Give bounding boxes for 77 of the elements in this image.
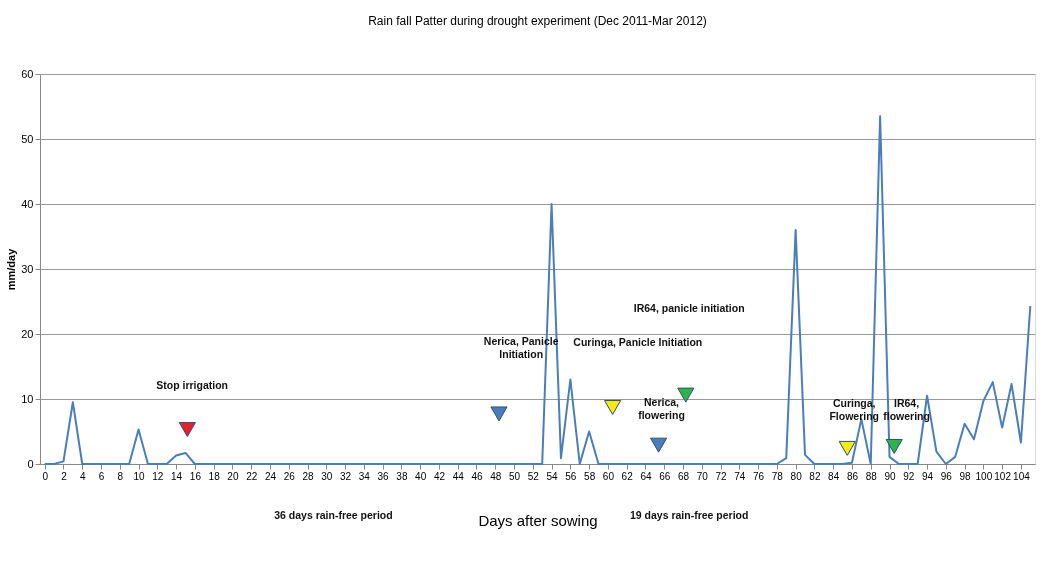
x-tick-label: 28	[302, 470, 315, 482]
x-tick-label: 88	[865, 470, 878, 482]
x-tick-label: 90	[884, 470, 896, 482]
x-tick-label: 4	[79, 470, 86, 482]
x-tick-label: 60	[602, 470, 615, 482]
text: 36 days rain-free period	[274, 508, 393, 521]
point	[178, 422, 196, 438]
x-tick-label: 20	[227, 470, 239, 482]
x-tick-label: 12	[152, 470, 164, 482]
x-tick-label: 48	[490, 470, 502, 482]
x-tick-label: 26	[283, 470, 296, 482]
x-tick-label: 34	[358, 470, 371, 482]
text: 19 days rain-free period	[629, 508, 749, 521]
x-tick-label: 22	[246, 470, 258, 482]
x-tick-label: 50	[508, 470, 521, 482]
x-tick-label: 104	[1013, 470, 1031, 482]
y-tick-label: 30	[21, 262, 34, 275]
point	[604, 399, 622, 415]
annotation: Nerica, flowering	[638, 396, 685, 421]
x-tick-label: 102	[994, 470, 1012, 482]
x-tick-label: 94	[921, 470, 934, 482]
annotation: Curinga, Panicle Initiation	[573, 336, 703, 349]
y-tick-label: 60	[21, 67, 34, 80]
x-tick-label: 78	[771, 470, 784, 482]
x-tick-label: 8	[117, 470, 124, 482]
x-tick-label: 92	[903, 470, 915, 482]
y-tick-label: 50	[21, 132, 34, 145]
y-tick-label: 0	[27, 457, 34, 470]
x-tick-label: 44	[452, 470, 465, 482]
line-series	[43, 115, 1032, 465]
x-tick-label: 68	[677, 470, 690, 482]
annotation: Stop irrigation	[156, 379, 229, 392]
x-tick-label: 56	[565, 470, 577, 482]
x-tick-label: 0	[42, 470, 49, 482]
x-tick-label: 82	[809, 470, 821, 482]
point	[677, 387, 695, 403]
x-axis-title: Days after sowing	[478, 511, 598, 529]
y-tick-label: 10	[21, 392, 34, 405]
x-tick-label: 80	[790, 470, 803, 482]
point	[885, 438, 903, 454]
x-tick-label: 46	[471, 470, 483, 482]
x-tick-label: 38	[396, 470, 408, 482]
x-tick-label: 30	[321, 470, 333, 482]
y-tick-label: 20	[21, 327, 34, 340]
chart-title: Rain fall Patter during drought experiment (Dec 2011-Mar 2012)	[368, 14, 707, 28]
x-tick-label: 98	[959, 470, 972, 482]
x-tick-label: 2	[61, 470, 68, 482]
x-tick-label: 32	[340, 470, 352, 482]
x-tick-label: 24	[264, 470, 277, 482]
x-tick-label: 62	[621, 470, 634, 482]
x-tick-label: 52	[527, 470, 540, 482]
x-tick-label: 72	[715, 470, 728, 482]
x-tick-label: 14	[171, 470, 183, 482]
x-tick-label: 40	[415, 470, 427, 482]
x-tick-label: 76	[753, 470, 765, 482]
point	[490, 406, 508, 422]
point	[838, 440, 856, 456]
x-tick-label: 6	[98, 470, 105, 482]
x-tick-label: 10	[133, 470, 146, 482]
x-tick-label: 54	[546, 470, 559, 482]
x-tick-label: 42	[433, 470, 446, 482]
annotation: IR64, panicle initiation	[633, 302, 745, 315]
x-tick-label: 86	[846, 470, 859, 482]
y-axis-title: mm/day	[5, 247, 18, 291]
x-tick-label: 64	[640, 470, 652, 482]
x-tick-label: 58	[584, 470, 596, 482]
x-tick-label: 66	[659, 470, 671, 482]
x-tick-label: 74	[734, 470, 746, 482]
point	[650, 437, 668, 453]
x-tick-label: 70	[696, 470, 709, 482]
x-tick-label: 100	[975, 470, 993, 482]
x-tick-label: 18	[208, 470, 221, 482]
x-tick-label: 36	[377, 470, 390, 482]
x-tick-label: 84	[828, 470, 840, 482]
y-tick-label: 40	[21, 197, 34, 210]
x-tick-label: 96	[940, 470, 953, 482]
x-tick-label: 16	[189, 470, 202, 482]
